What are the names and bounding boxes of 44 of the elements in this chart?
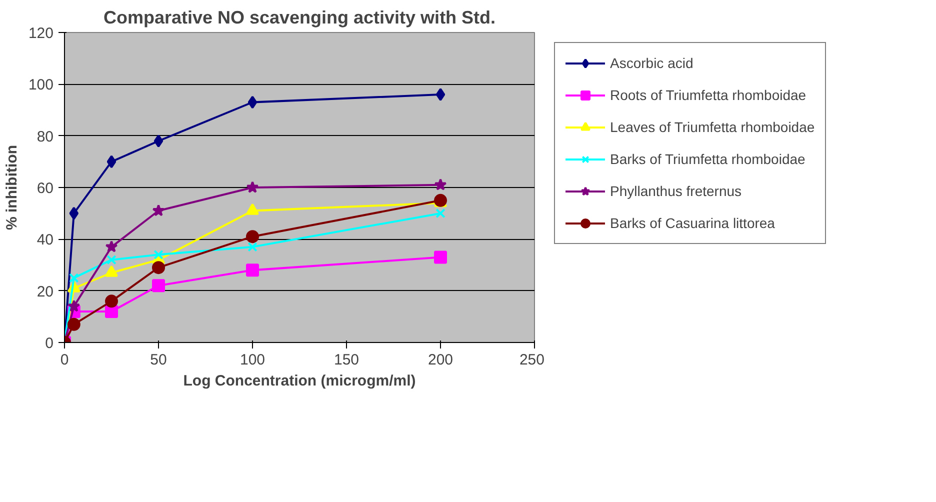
point [106,254,116,265]
y-tick-label: 40 [36,232,54,249]
point [69,273,79,283]
y-tick-label: 20 [36,283,54,300]
point [152,261,165,274]
legend-label: Barks of Triumfetta rhomboidae [610,151,806,167]
y-tick-label: 80 [36,128,54,146]
point [154,134,164,148]
point [152,279,165,292]
x-tick-label: 50 [150,352,167,368]
point [434,178,447,190]
y-axis-title: % inhibition [3,145,20,230]
point [436,208,446,218]
point [436,88,446,101]
point [105,294,118,308]
point [248,96,258,109]
y-tick-label: 60 [36,180,54,197]
point [106,155,116,168]
point [67,318,80,331]
chart-title: Comparative NO scavenging activity with Std. [103,8,496,28]
x-axis-title: Log Concentration (microgm/ml) [183,372,416,390]
point [248,242,258,252]
legend-label: Ascorbic acid [610,55,694,71]
legend-label: Barks of Casuarina littorea [610,215,775,231]
x-tick-label: 150 [334,352,360,368]
legend-label: Roots of Triumfetta rhomboidae [610,87,806,103]
point [152,204,165,216]
point [246,181,259,193]
x-tick-label: 0 [60,352,69,368]
point [246,264,259,277]
x-tick-label: 250 [519,352,545,368]
point [246,230,259,244]
legend-label: Phyllanthus freternus [610,183,742,199]
point [434,250,447,264]
point [105,240,118,252]
point [68,300,80,312]
y-tick-label: 100 [28,76,54,94]
x-tick-label: 100 [240,352,266,368]
legend-label: Leaves of Triumfetta rhomboidae [610,119,815,135]
x-tick-label: 200 [428,352,454,368]
y-tick-label: 0 [45,335,54,352]
point [154,250,164,260]
point [69,206,79,220]
y-tick-label: 120 [28,25,54,42]
